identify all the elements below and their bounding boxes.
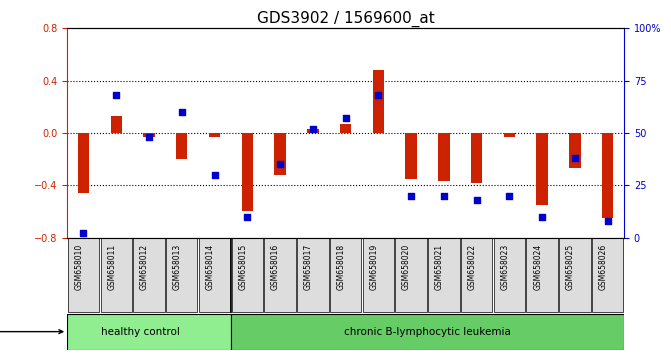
Text: GSM658017: GSM658017 [304, 244, 313, 290]
FancyBboxPatch shape [68, 238, 99, 312]
Text: chronic B-lymphocytic leukemia: chronic B-lymphocytic leukemia [344, 327, 511, 337]
FancyBboxPatch shape [428, 238, 460, 312]
Point [373, 92, 384, 98]
Bar [78, 133, 89, 193]
FancyBboxPatch shape [101, 238, 132, 312]
Point [406, 193, 417, 199]
Text: GSM658024: GSM658024 [533, 244, 542, 290]
Text: GSM658011: GSM658011 [107, 244, 116, 290]
Text: GSM658010: GSM658010 [74, 244, 83, 290]
Point [504, 193, 515, 199]
Text: GSM658012: GSM658012 [140, 244, 149, 290]
Bar [471, 133, 482, 183]
Point [570, 155, 580, 161]
Text: GSM658026: GSM658026 [599, 244, 608, 290]
Bar [504, 133, 515, 137]
Point [471, 197, 482, 203]
Text: GSM658014: GSM658014 [205, 244, 215, 290]
Title: GDS3902 / 1569600_at: GDS3902 / 1569600_at [257, 11, 434, 27]
FancyBboxPatch shape [395, 238, 427, 312]
Text: GSM658018: GSM658018 [337, 244, 346, 290]
FancyBboxPatch shape [461, 238, 493, 312]
Text: healthy control: healthy control [101, 327, 180, 337]
FancyBboxPatch shape [199, 238, 230, 312]
FancyBboxPatch shape [264, 238, 296, 312]
FancyBboxPatch shape [134, 238, 164, 312]
Bar [307, 129, 319, 133]
Text: GSM658022: GSM658022 [468, 244, 476, 290]
Bar [111, 116, 122, 133]
Text: GSM658015: GSM658015 [238, 244, 248, 290]
Point [144, 134, 154, 140]
Point [340, 115, 351, 121]
FancyBboxPatch shape [297, 238, 329, 312]
FancyBboxPatch shape [67, 314, 231, 350]
FancyBboxPatch shape [330, 238, 361, 312]
FancyBboxPatch shape [231, 238, 263, 312]
Bar [144, 133, 155, 137]
Point [537, 214, 548, 219]
Bar [405, 133, 417, 179]
Text: GSM658023: GSM658023 [501, 244, 509, 290]
Text: disease state: disease state [0, 327, 63, 337]
Point [603, 218, 613, 224]
Bar [176, 133, 187, 159]
Point [78, 230, 89, 236]
Bar [536, 133, 548, 205]
Text: GSM658021: GSM658021 [435, 244, 444, 290]
Point [176, 109, 187, 115]
Bar [340, 124, 352, 133]
FancyBboxPatch shape [362, 238, 394, 312]
Point [274, 161, 285, 167]
Bar [569, 133, 580, 168]
FancyBboxPatch shape [592, 238, 623, 312]
Point [111, 92, 121, 98]
Point [307, 126, 318, 132]
Point [209, 172, 220, 178]
Text: GSM658013: GSM658013 [172, 244, 182, 290]
Text: GSM658025: GSM658025 [566, 244, 575, 290]
FancyBboxPatch shape [166, 238, 197, 312]
Text: GSM658019: GSM658019 [369, 244, 378, 290]
FancyBboxPatch shape [559, 238, 590, 312]
Bar [242, 133, 253, 211]
Text: GSM658020: GSM658020 [402, 244, 411, 290]
FancyBboxPatch shape [231, 314, 624, 350]
Bar [602, 133, 613, 218]
FancyBboxPatch shape [494, 238, 525, 312]
Bar [438, 133, 450, 181]
Point [438, 193, 449, 199]
Text: GSM658016: GSM658016 [271, 244, 280, 290]
FancyBboxPatch shape [527, 238, 558, 312]
Point [242, 214, 253, 219]
Bar [372, 70, 384, 133]
Bar [209, 133, 220, 137]
Bar [274, 133, 286, 175]
